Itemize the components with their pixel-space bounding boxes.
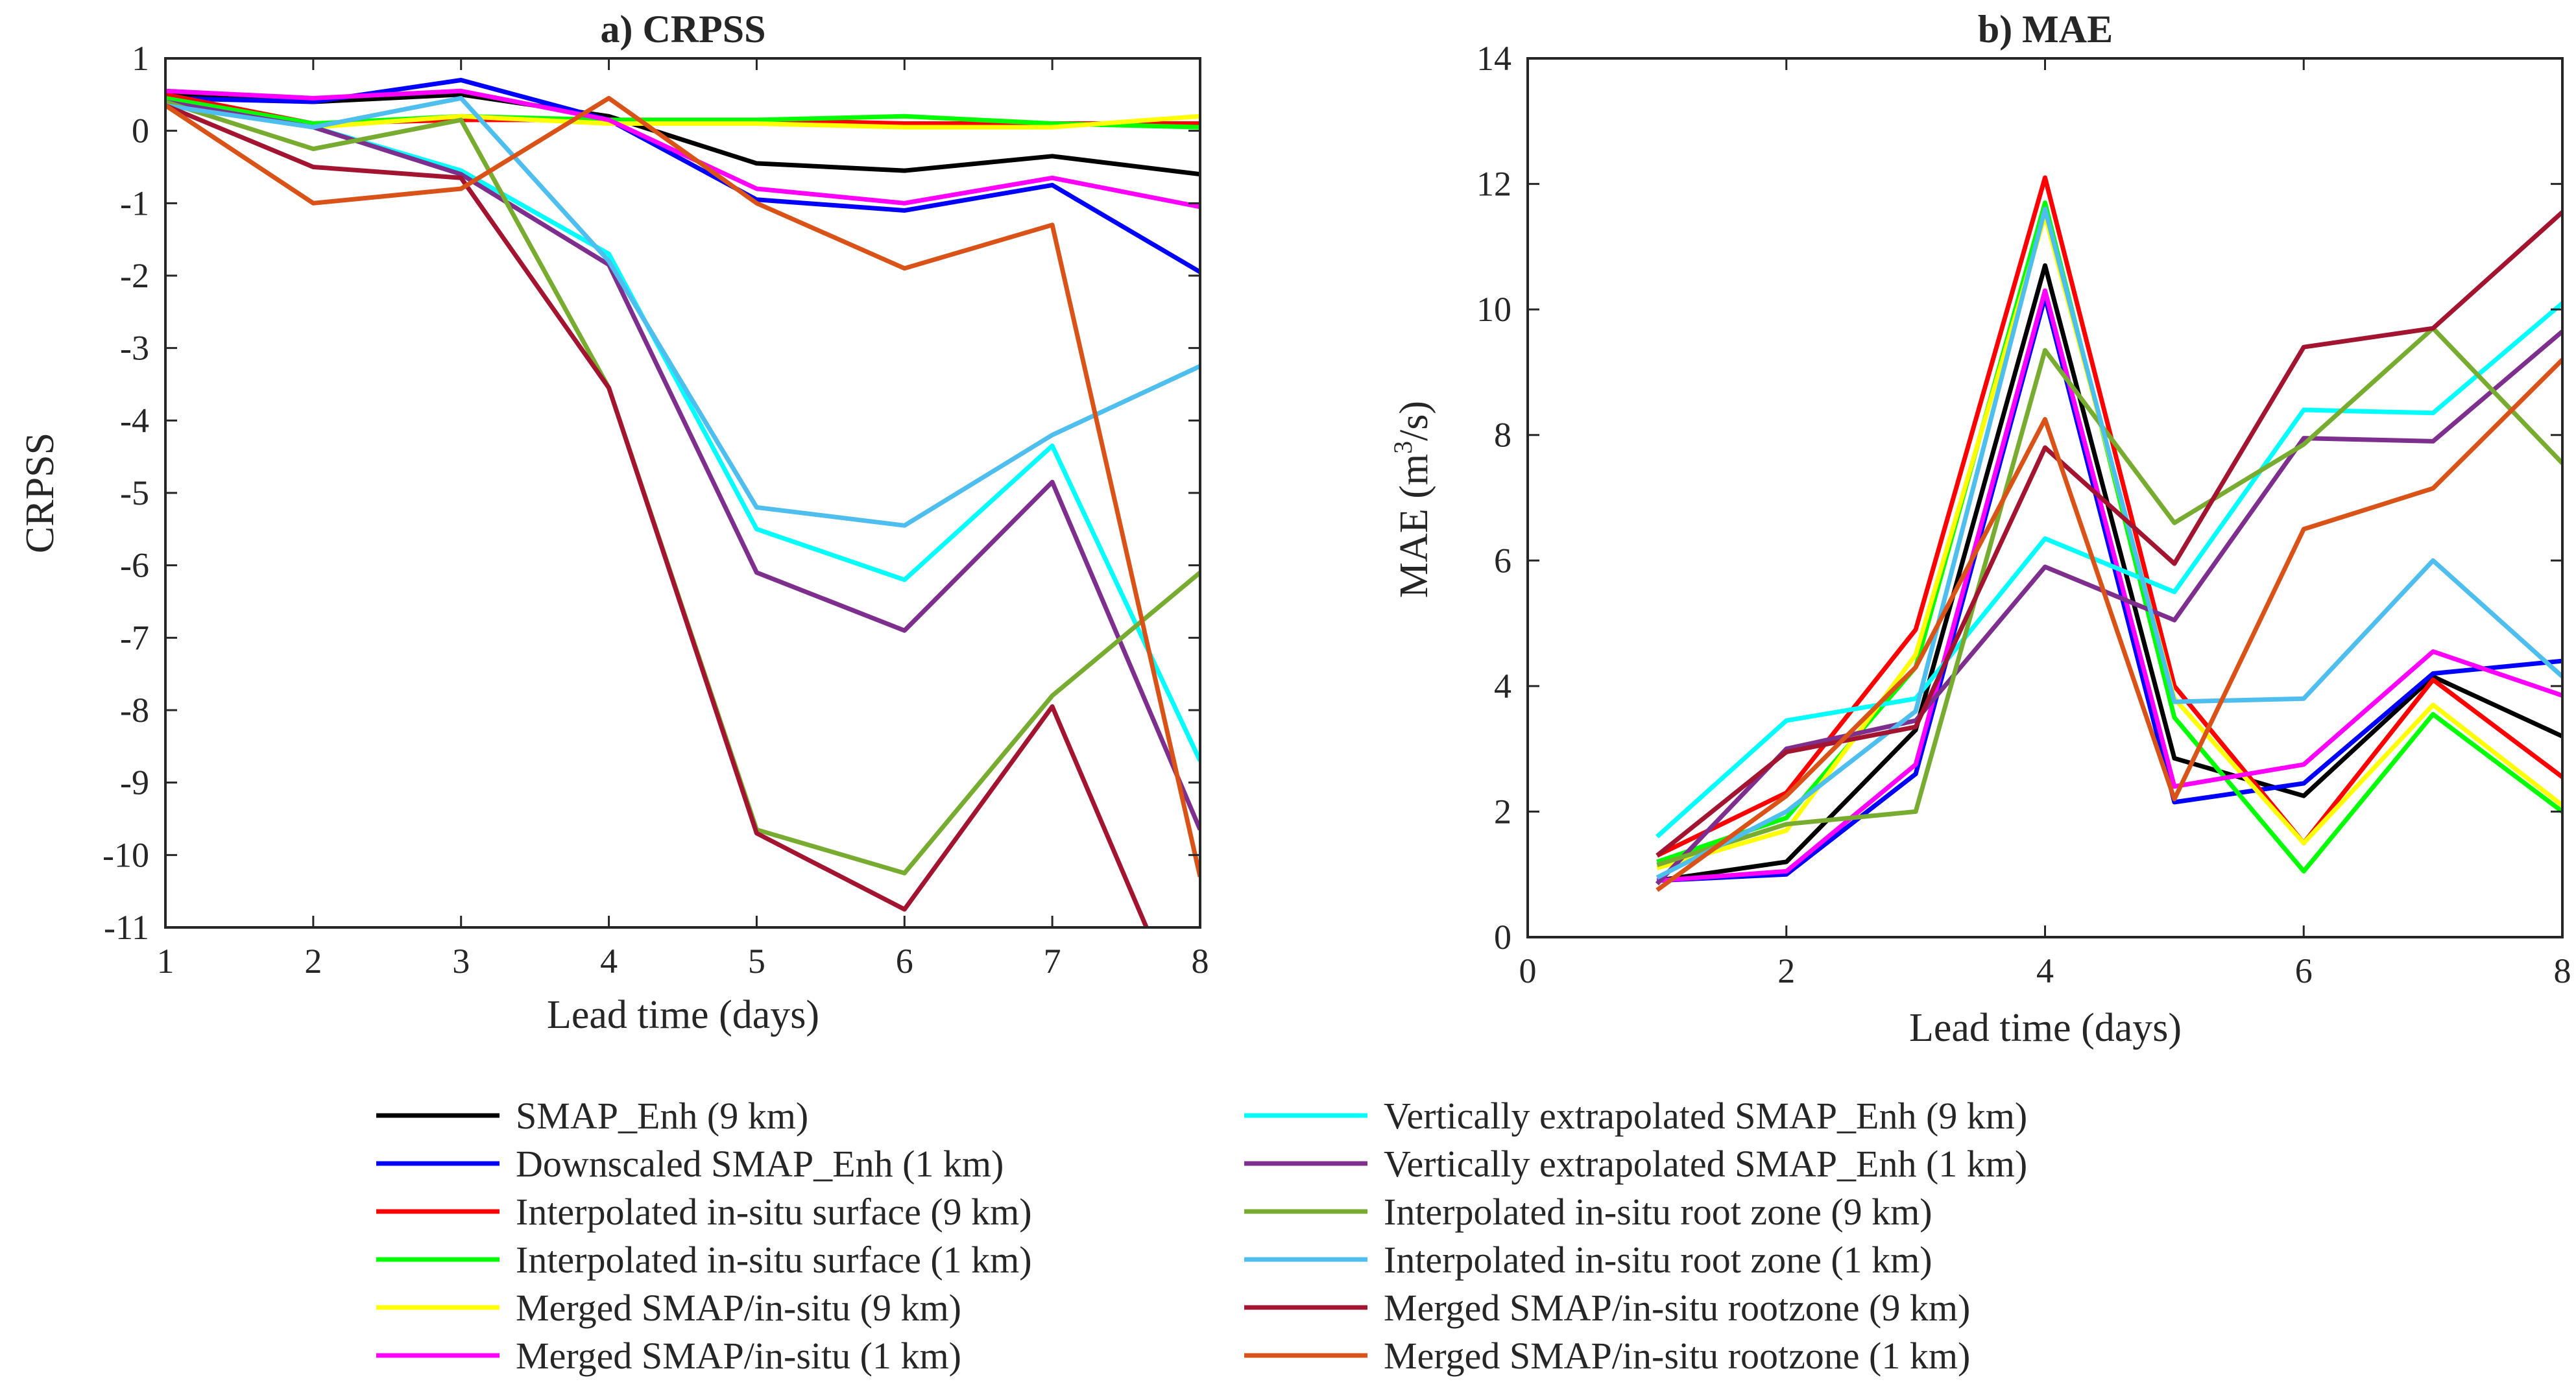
chart-b-series-smap-enh-9-km (1656, 263, 2562, 883)
chart-b-series-vertically-extrapolated-smap-enh-9-km (1655, 301, 2562, 839)
legend-label-merged-smap-in-situ-rootzone-1-km: Merged SMAP/in-situ rootzone (1 km) (1384, 1335, 1970, 1377)
chart-b-x-tick-label: 0 (1519, 951, 1537, 990)
chart-a-title: a) CRPSS (600, 8, 765, 51)
chart-a-y-tick-label: -6 (120, 546, 149, 585)
chart-a-series-smap-enh-9-km (165, 92, 1200, 177)
chart-b-y-tick-label: 10 (1476, 290, 1511, 329)
chart-b-y-tick-label: 12 (1476, 165, 1511, 204)
chart-b-series-interpolated-in-situ-root-zone-1-km (1655, 206, 2562, 880)
chart-b-y-axis-label-main: MAE (m (1392, 454, 1436, 598)
chart-a-y-tick-label: 0 (132, 112, 149, 150)
chart-a-series-merged-smap-in-situ-9-km (165, 99, 1200, 130)
chart-a-x-axis-label: Lead time (days) (547, 993, 819, 1037)
chart-b-x-axis-label: Lead time (days) (1909, 1006, 2182, 1050)
legend-label-downscaled-smap-enh-1-km: Downscaled SMAP_Enh (1 km) (516, 1143, 1004, 1185)
chart-b-series-interpolated-in-situ-surface-9-km (1655, 175, 2562, 858)
legend-label-interpolated-in-situ-root-zone-9-km: Interpolated in-situ root zone (9 km) (1384, 1191, 1932, 1233)
legend-label-interpolated-in-situ-surface-1-km: Interpolated in-situ surface (1 km) (516, 1239, 1032, 1281)
chart-b-y-tick-label: 8 (1494, 416, 1511, 455)
chart-a-y-axis-label: CRPSS (18, 433, 62, 553)
chart-b-y-tick-label: 0 (1494, 918, 1511, 957)
chart-a: a) CRPSS 1 2 3 4 5 6 7 8 1 0 -1 -2 -3 -4 -5 -6 -7 -8 -9 -10… (18, 8, 1209, 1037)
chart-a-series-downscaled-smap-enh-1-km (165, 78, 1200, 274)
chart-a-y-tick-label: 1 (132, 39, 149, 78)
chart-a-y-tick-label: -5 (120, 473, 149, 512)
chart-a-ticks: 1 2 3 4 5 6 7 8 1 0 -1 -2 -3 -4 -5 -6 -7 -8 -9 -10 -11 (102, 39, 1209, 981)
chart-b-ticks: 0 2 4 6 8 0 2 4 6 8 10 12 14 (1476, 39, 2571, 990)
chart-a-series-merged-smap-in-situ-rootzone-9-km (165, 103, 1150, 927)
chart-a-y-tick-label: -2 (120, 256, 149, 295)
chart-b-series-group (1655, 175, 2562, 892)
chart-b-y-tick-label: 6 (1494, 541, 1511, 580)
legend-label-merged-smap-in-situ-1-km: Merged SMAP/in-situ (1 km) (516, 1335, 961, 1377)
chart-b-series-downscaled-smap-enh-1-km (1657, 294, 2562, 883)
chart-a-x-tick-label: 8 (1192, 942, 1209, 981)
chart-a-y-tick-label: -1 (120, 184, 149, 222)
chart-a-series-merged-smap-in-situ-1-km (165, 88, 1200, 209)
chart-a-x-tick-label: 5 (748, 942, 765, 981)
chart-b-x-tick-label: 8 (2554, 951, 2571, 990)
chart-b-series-merged-smap-in-situ-rootzone-9-km (1655, 210, 2562, 857)
legend-label-interpolated-in-situ-root-zone-1-km: Interpolated in-situ root zone (1 km) (1384, 1239, 1932, 1281)
chart-a-y-tick-label: -7 (120, 618, 149, 657)
chart-b-y-axis-label-sup: 3 (1388, 441, 1417, 454)
chart-a-y-tick-label: -3 (120, 329, 149, 368)
chart-a-series-vertically-extrapolated-smap-enh-1-km (165, 99, 1200, 831)
legend-label-vertically-extrapolated-smap-enh-9-km: Vertically extrapolated SMAP_Enh (9 km) (1384, 1095, 2027, 1137)
legend-label-merged-smap-in-situ-rootzone-9-km: Merged SMAP/in-situ rootzone (9 km) (1384, 1287, 1970, 1329)
chart-b-y-tick-label: 14 (1476, 39, 1511, 78)
chart-a-series-interpolated-in-situ-root-zone-1-km (165, 95, 1200, 528)
chart-a-x-tick-label: 6 (896, 942, 913, 981)
chart-a-x-tick-label: 4 (600, 942, 618, 981)
chart-a-series-group (165, 78, 1200, 927)
chart-a-y-tick-label: -10 (102, 835, 149, 874)
chart-b-x-tick-label: 6 (2295, 951, 2313, 990)
chart-a-y-tick-label: -11 (104, 908, 149, 947)
chart-b-series-vertically-extrapolated-smap-enh-1-km (1655, 329, 2562, 886)
chart-a-x-tick-label: 7 (1044, 942, 1061, 981)
chart-b-y-tick-label: 2 (1494, 792, 1511, 831)
chart-a-series-merged-smap-in-situ-rootzone-1-km (165, 95, 1200, 877)
chart-a-plot-frame (164, 57, 1201, 929)
legend-label-interpolated-in-situ-surface-9-km: Interpolated in-situ surface (9 km) (516, 1191, 1032, 1233)
chart-a-y-tick-label: -4 (120, 401, 149, 440)
chart-b-series-merged-smap-in-situ-rootzone-1-km (1655, 358, 2562, 892)
chart-a-x-tick-label: 2 (304, 942, 322, 981)
legend-label-smap-enh-9-km: SMAP_Enh (9 km) (516, 1095, 808, 1137)
chart-b-x-tick-label: 2 (1777, 951, 1795, 990)
legend: SMAP_Enh (9 km) Downscaled SMAP_Enh (1 km… (376, 1095, 2027, 1377)
chart-a-x-tick-label: 1 (157, 942, 175, 981)
chart-b-y-axis-label: MAE (m3/s) (1388, 401, 1436, 598)
legend-label-merged-smap-in-situ-9-km: Merged SMAP/in-situ (9 km) (516, 1287, 961, 1329)
chart-a-y-tick-label: -9 (120, 763, 149, 802)
chart-a-y-tick-label: -8 (120, 691, 149, 730)
chart-a-x-tick-label: 3 (452, 942, 470, 981)
legend-label-vertically-extrapolated-smap-enh-1-km: Vertically extrapolated SMAP_Enh (1 km) (1384, 1143, 2027, 1185)
chart-b-series-interpolated-in-situ-root-zone-9-km (1656, 326, 2562, 868)
chart-b-y-axis-label-tail: /s) (1392, 401, 1436, 441)
chart-b: b) MAE 0 2 4 6 8 0 2 4 6 8 10 12 14 Lead time (days)… (1388, 8, 2571, 1050)
chart-b-title: b) MAE (1978, 8, 2113, 51)
chart-b-x-tick-label: 4 (2036, 951, 2054, 990)
chart-b-series-merged-smap-in-situ-1-km (1657, 288, 2562, 883)
chart-b-y-tick-label: 4 (1494, 667, 1511, 706)
